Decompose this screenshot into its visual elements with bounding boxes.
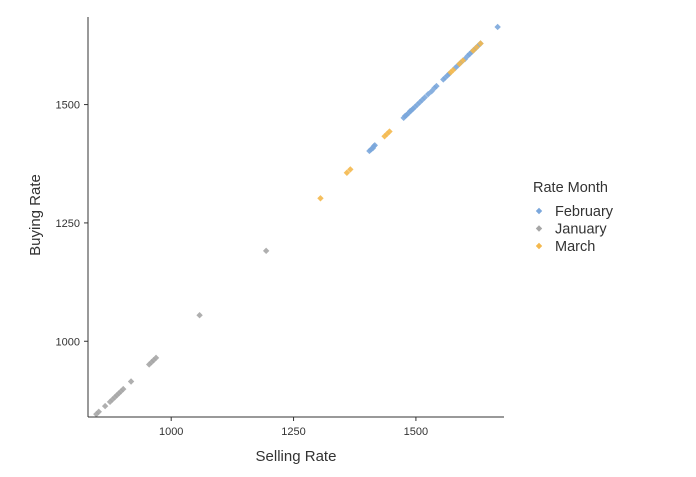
y-tick-label: 1000 bbox=[56, 336, 80, 348]
data-point-january bbox=[95, 408, 102, 415]
points-layer bbox=[93, 23, 501, 418]
y-ticks: 1000 1250 1500 bbox=[56, 100, 88, 348]
data-point-february bbox=[414, 101, 421, 108]
data-point-january bbox=[152, 354, 160, 362]
data-point-march bbox=[317, 195, 324, 202]
data-point-february bbox=[421, 94, 428, 101]
y-axis-title: Buying Rate bbox=[27, 174, 44, 256]
legend-label-february: February bbox=[555, 204, 614, 220]
data-point-february bbox=[494, 23, 501, 31]
data-point-march bbox=[347, 166, 354, 173]
x-axis-title: Selling Rate bbox=[256, 448, 337, 465]
x-ticks: 1000 1250 1500 bbox=[159, 417, 428, 438]
data-point-march bbox=[473, 44, 480, 51]
x-tick-label: 1500 bbox=[404, 426, 428, 438]
x-tick-label: 1250 bbox=[281, 426, 305, 438]
data-point-march bbox=[477, 40, 484, 47]
data-point-january bbox=[127, 378, 135, 385]
data-point-february bbox=[433, 82, 440, 90]
data-point-january bbox=[262, 247, 270, 255]
data-point-march bbox=[469, 47, 477, 54]
legend-key-february bbox=[535, 207, 543, 215]
y-tick-label: 1500 bbox=[56, 100, 80, 112]
data-point-march bbox=[456, 60, 463, 68]
data-point-january bbox=[101, 402, 109, 410]
data-point-january bbox=[115, 390, 123, 397]
data-point-january bbox=[196, 312, 203, 319]
y-tick-label: 1250 bbox=[56, 218, 80, 230]
legend-label-january: January bbox=[555, 222, 607, 238]
data-point-february bbox=[371, 142, 378, 149]
x-tick-label: 1000 bbox=[159, 426, 183, 438]
legend-label-march: March bbox=[555, 239, 595, 255]
data-point-march bbox=[386, 128, 393, 135]
legend-key-march bbox=[535, 242, 543, 250]
legend-key-january bbox=[535, 225, 543, 232]
data-point-march bbox=[449, 66, 457, 74]
data-point-march bbox=[343, 169, 351, 176]
data-point-january bbox=[120, 385, 127, 393]
data-point-february bbox=[403, 111, 410, 119]
data-point-march bbox=[459, 57, 467, 64]
legend-title: Rate Month bbox=[533, 180, 608, 196]
